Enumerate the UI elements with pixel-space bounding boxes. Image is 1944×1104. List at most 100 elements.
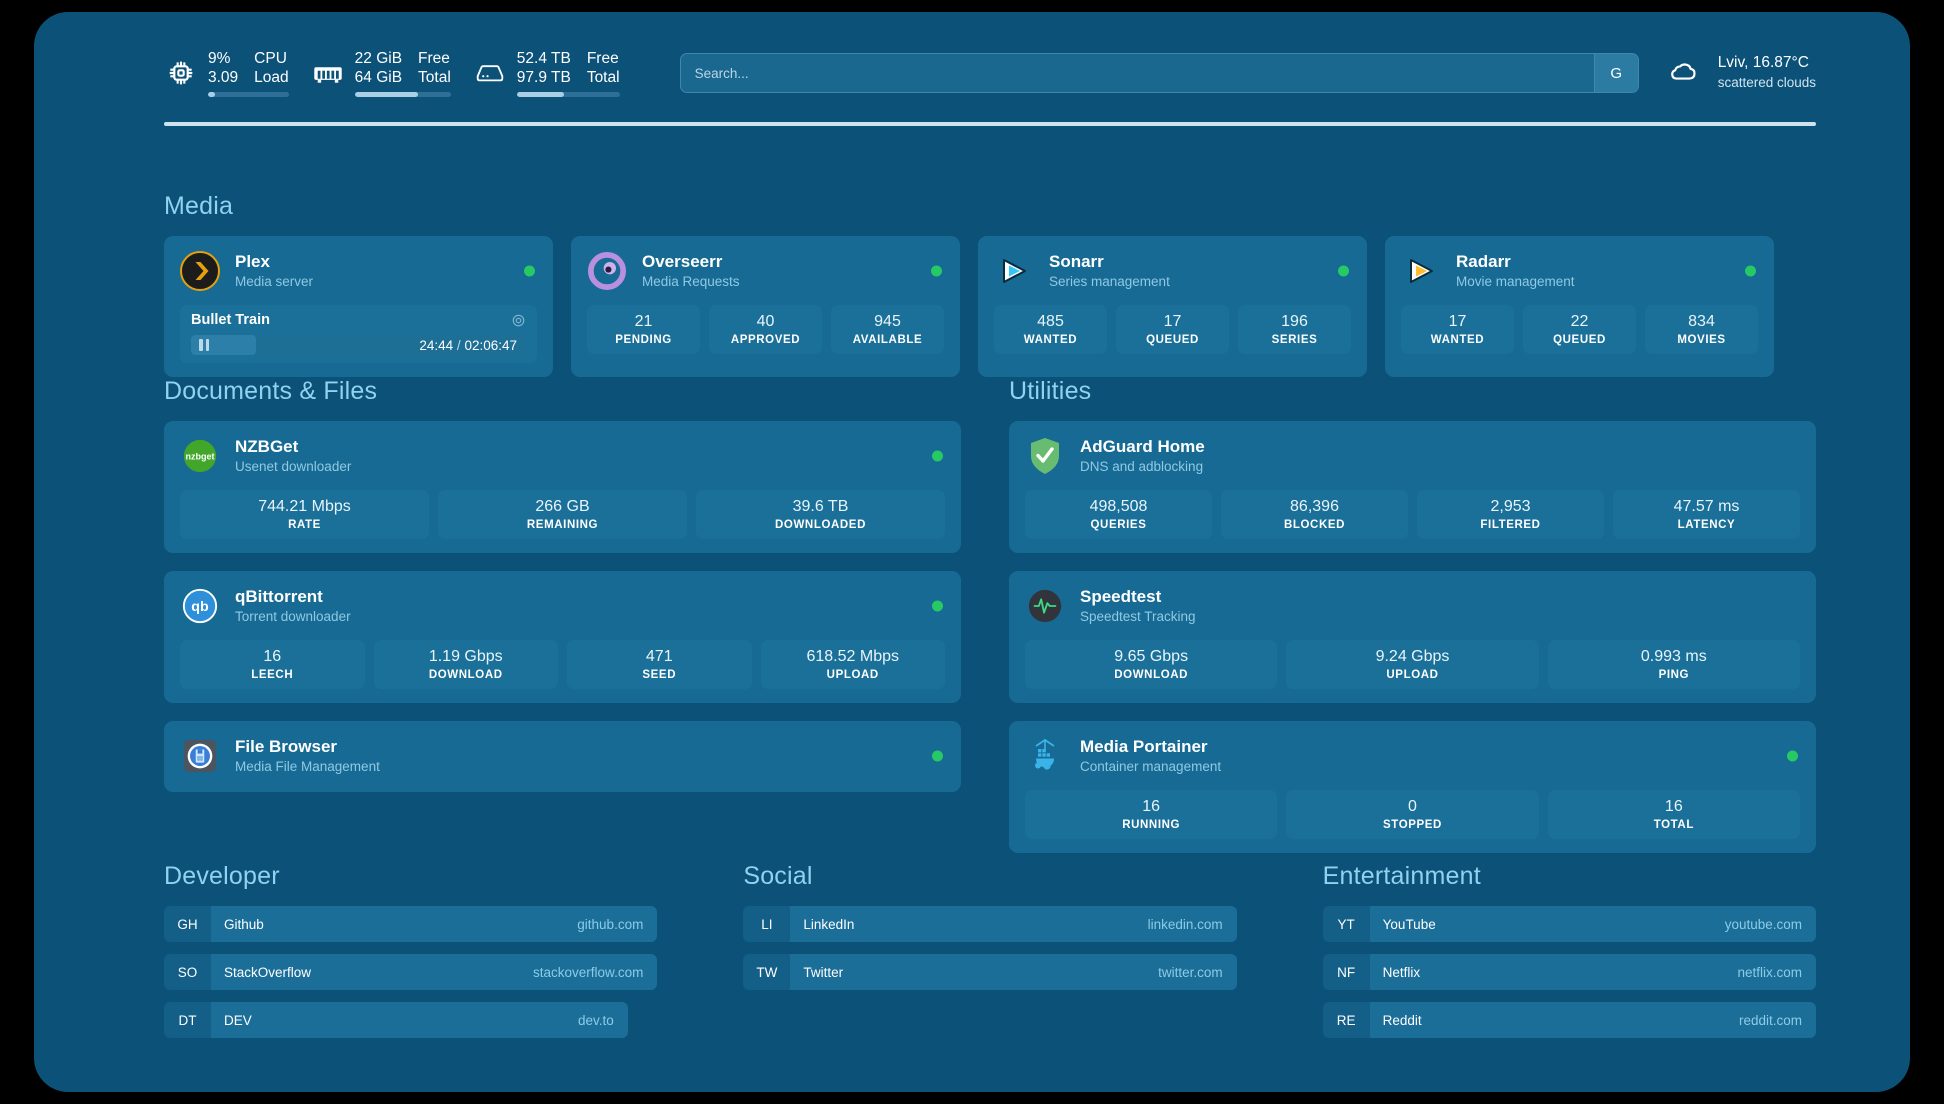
search-input[interactable] [680,54,1594,92]
docker-icon [1025,736,1065,776]
bookmark-item-reddit[interactable]: RE Reddit reddit.com [1322,1002,1816,1038]
service-card-nzbget[interactable]: nzbget NZBGet Usenet downloader 744.21 M… [164,421,961,553]
disk-monitor: 52.4 TB Free 97.9 TB Total [473,49,620,97]
service-card-plex[interactable]: Plex Media server Bullet Train [164,236,553,377]
service-card-overseerr[interactable]: Overseerr Media Requests 21 PENDING 40 A… [571,236,960,377]
stat-label: PING [1658,669,1690,681]
stat-label: RUNNING [1122,819,1181,831]
adguard-icon [1025,436,1065,476]
stat-label: LATENCY [1677,519,1736,531]
stat-value: 618.52 Mbps [806,648,899,665]
stat-tile: 21 PENDING [587,305,700,354]
stat-value: 39.6 TB [792,498,849,515]
stat-label: UPLOAD [1386,669,1439,681]
bookmark-name: StackOverflow [224,964,312,980]
bookmark-group-title: Entertainment [1322,862,1481,890]
stat-tile: 17 QUEUED [1116,305,1229,354]
stat-tile: 40 APPROVED [709,305,822,354]
service-card-sonarr[interactable]: Sonarr Series management 485 WANTED 17 Q… [978,236,1367,377]
disk-free-label: Free [586,50,619,67]
stat-value: 21 [634,313,653,330]
section-title-media: Media [164,192,234,220]
bookmark-item-github[interactable]: GH Github github.com [164,906,658,942]
stat-label: WANTED [1430,334,1485,346]
now-playing-title: Bullet Train [191,312,270,328]
bookmark-item-netflix[interactable]: NF Netflix netflix.com [1322,954,1816,990]
gear-icon[interactable] [511,313,526,328]
stat-label: STOPPED [1383,819,1442,831]
stat-label: DOWNLOADED [775,519,866,531]
bookmark-url: netflix.com [1737,964,1802,980]
memory-total-label: Total [418,69,451,86]
stat-tile: 1.19 Gbps DOWNLOAD [373,640,558,689]
search-bar[interactable]: G [679,53,1639,93]
service-name: Media Portainer [1080,737,1208,757]
stat-label: AVAILABLE [852,334,923,346]
bookmark-abbr: RE [1322,1002,1370,1038]
bookmark-item-youtube[interactable]: YT YouTube youtube.com [1322,906,1816,942]
stat-value: 40 [756,313,775,330]
stat-label: RATE [288,519,321,531]
service-name: Plex [235,252,270,272]
stat-label: SEED [642,669,677,681]
stat-value: 834 [1688,313,1715,330]
stat-label: WANTED [1023,334,1078,346]
cpu-load-value: 3.09 [208,69,239,86]
stat-row: 498,508 QUERIES 86,396 BLOCKED 2,953 FIL… [1025,490,1800,539]
playback-progress-bar[interactable]: 24:44 / 02:06:47 [191,335,526,355]
stat-row: 21 PENDING 40 APPROVED 945 AVAILABLE [587,305,944,354]
cpu-usage-bar [208,92,289,97]
service-card-media-portainer[interactable]: Media Portainer Container management 16 … [1009,721,1816,853]
bookmark-url: twitter.com [1158,964,1223,980]
stat-label: REMAINING [526,519,599,531]
bookmark-item-dev[interactable]: DT DEV dev.to [164,1002,628,1038]
qbittorrent-icon: qb [180,586,220,626]
stat-tile: 16 TOTAL [1547,790,1800,839]
service-card-radarr[interactable]: Radarr Movie management 17 WANTED 22 QUE… [1385,236,1774,377]
disk-total-label: Total [586,69,620,86]
stat-value: 16 [1142,798,1161,815]
stat-tile: 945 AVAILABLE [831,305,944,354]
stat-tile: 485 WANTED [994,305,1107,354]
stat-value: 0 [1408,798,1417,815]
bookmark-abbr: TW [743,954,791,990]
bookmark-name: DEV [224,1012,252,1028]
service-subtitle: DNS and adblocking [1080,458,1204,474]
service-card-qbittorrent[interactable]: qb qBittorrent Torrent downloader 16 LEE… [164,571,961,703]
service-card-adguard-home[interactable]: AdGuard Home DNS and adblocking 498,508 … [1009,421,1816,553]
bookmark-item-stackoverflow[interactable]: SO StackOverflow stackoverflow.com [164,954,658,990]
svg-text:qb: qb [191,599,209,615]
stat-value: 17 [1448,313,1467,330]
header-divider [164,122,1816,126]
bookmark-item-twitter[interactable]: TW Twitter twitter.com [743,954,1237,990]
stat-tile: 86,396 BLOCKED [1221,490,1408,539]
stat-tile: 2,953 FILTERED [1417,490,1604,539]
service-subtitle: Media Requests [642,273,740,289]
stat-tile: 618.52 Mbps UPLOAD [760,640,945,689]
weather-widget: Lviv, 16.87°C scattered clouds [1667,53,1816,93]
stat-tile: 16 RUNNING [1025,790,1278,839]
search-engine-button[interactable]: G [1593,54,1638,92]
stat-tile: 16 LEECH [180,640,365,689]
memory-free-value: 22 GiB [354,50,403,67]
playback-duration: 02:06:47 [464,337,517,353]
bookmark-name: Netflix [1382,964,1421,980]
service-card-file-browser[interactable]: File Browser Media File Management [164,721,961,792]
stat-value: 0.993 ms [1640,648,1707,665]
disk-total-value: 97.9 TB [516,69,571,86]
stat-value: 196 [1281,313,1308,330]
stat-tile: 0 STOPPED [1286,790,1539,839]
plex-now-playing[interactable]: Bullet Train 24:44 / 02:06:47 [180,305,537,363]
stat-row: 9.65 Gbps DOWNLOAD 9.24 Gbps UPLOAD 0.99… [1025,640,1800,689]
bookmark-group-social: Social LI LinkedIn linkedin.com TW Twitt… [743,862,1237,1050]
stat-tile: 471 SEED [567,640,752,689]
speedtest-icon [1025,586,1065,626]
service-card-speedtest[interactable]: Speedtest Speedtest Tracking 9.65 Gbps D… [1009,571,1816,703]
stat-label: UPLOAD [826,669,879,681]
bookmark-item-linkedin[interactable]: LI LinkedIn linkedin.com [743,906,1237,942]
stat-value: 498,508 [1089,498,1148,515]
stat-label: SERIES [1271,334,1318,346]
stat-label: QUERIES [1090,519,1147,531]
bookmark-group-entertainment: Entertainment YT YouTube youtube.com NF … [1322,862,1816,1050]
pause-icon[interactable] [199,339,209,351]
